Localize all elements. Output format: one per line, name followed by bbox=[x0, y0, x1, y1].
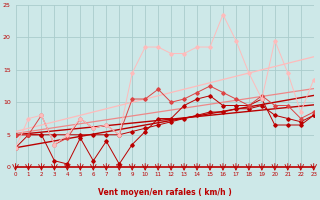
X-axis label: Vent moyen/en rafales ( km/h ): Vent moyen/en rafales ( km/h ) bbox=[98, 188, 231, 197]
